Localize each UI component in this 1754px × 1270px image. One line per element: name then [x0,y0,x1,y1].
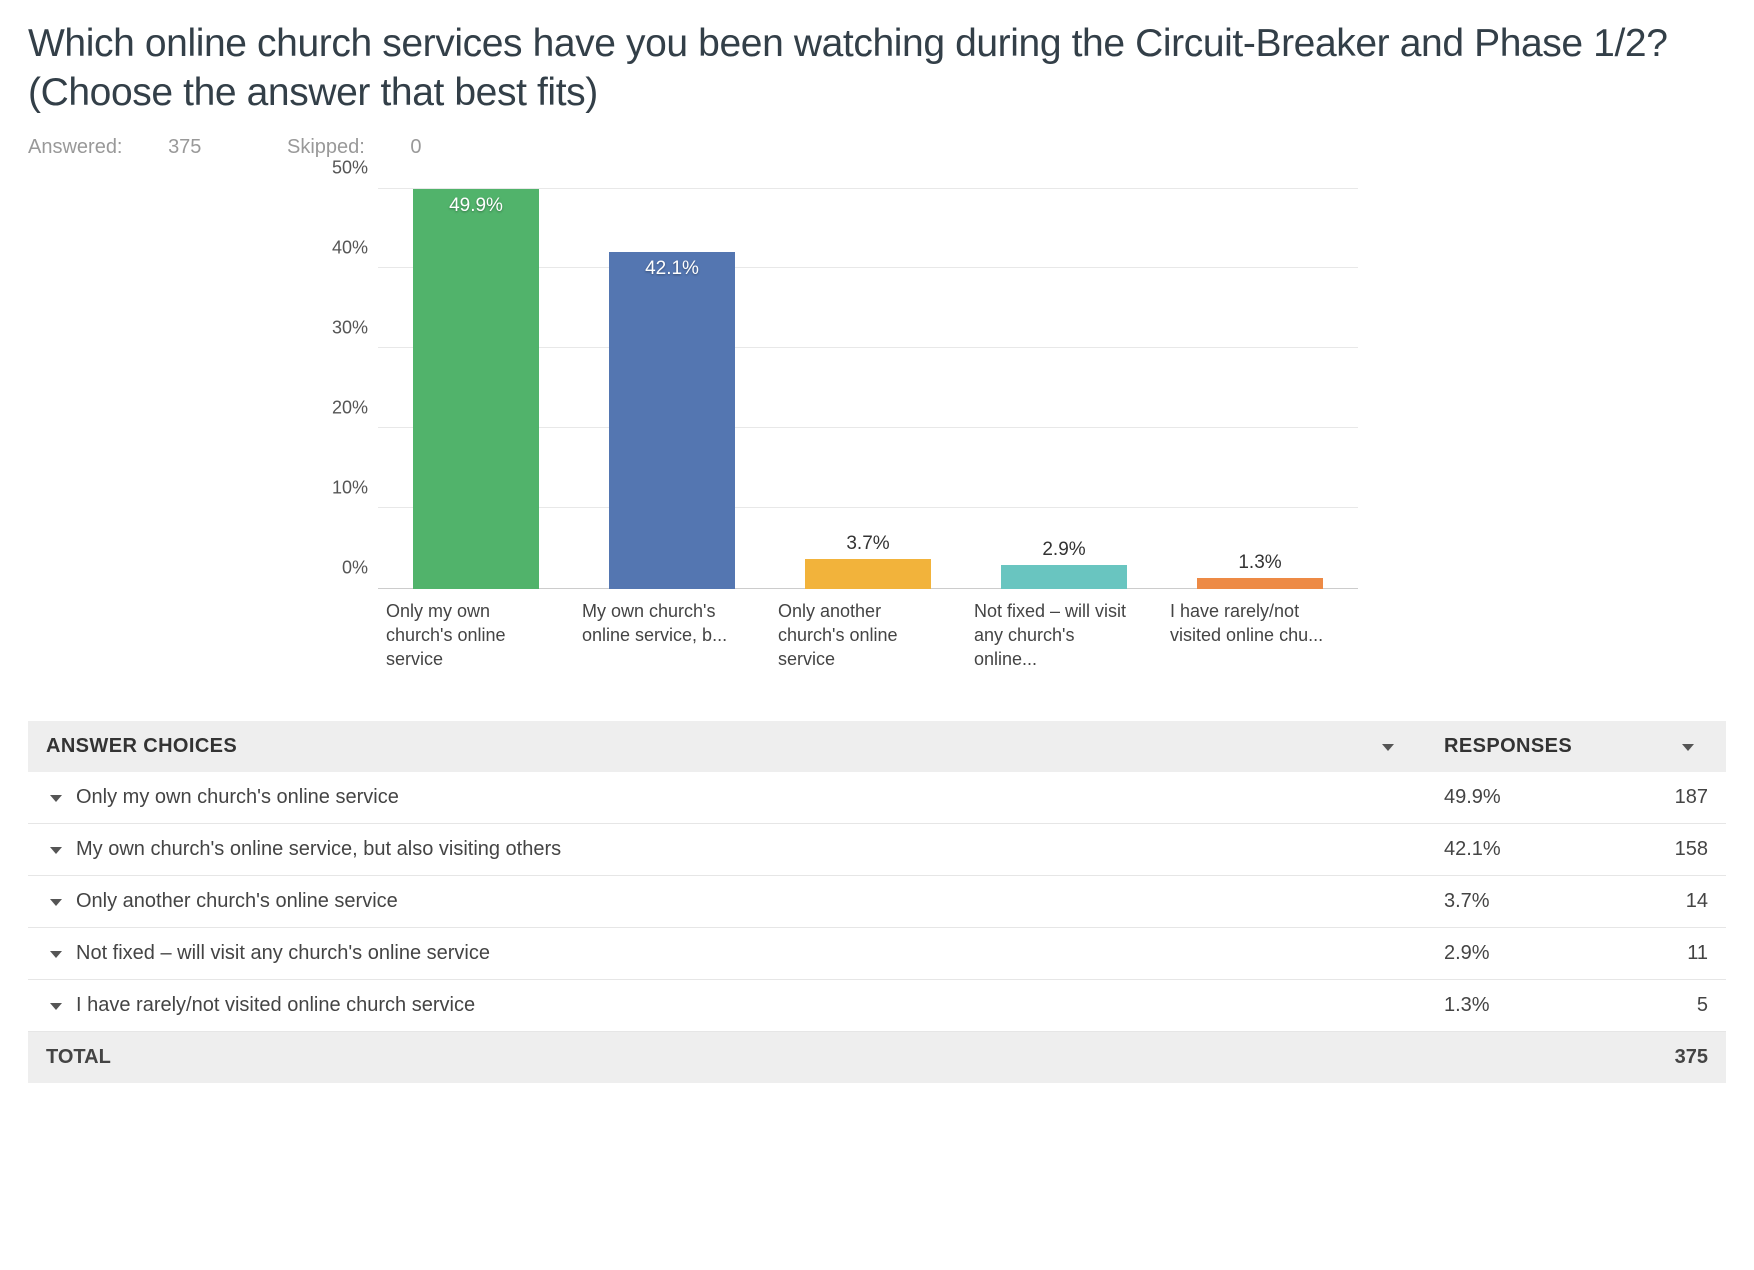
bar-slot: 2.9% [966,189,1162,589]
caret-down-icon [1682,744,1694,751]
bar-value-label: 49.9% [449,195,503,217]
x-axis-label: Not fixed – will visit any church's onli… [966,589,1162,672]
y-tick-label: 30% [308,317,368,338]
col-header-choices[interactable]: ANSWER CHOICES [28,721,1426,772]
table-row: Not fixed – will visit any church's onli… [28,928,1726,980]
choice-cell[interactable]: Only another church's online service [28,876,1426,928]
bar[interactable]: 2.9% [1001,565,1126,588]
choice-cell[interactable]: Only my own church's online service [28,772,1426,824]
count-cell: 5 [1596,980,1726,1032]
col-header-responses[interactable]: RESPONSES [1426,721,1726,772]
table-row: I have rarely/not visited online church … [28,980,1726,1032]
pct-cell: 1.3% [1426,980,1596,1032]
y-tick-label: 50% [308,157,368,178]
table-row: Only another church's online service 3.7%… [28,876,1726,928]
x-axis-label: Only another church's online service [770,589,966,672]
question-title: Which online church services have you be… [28,20,1726,118]
choice-label: Only my own church's online service [76,786,399,808]
choice-cell[interactable]: My own church's online service, but also… [28,824,1426,876]
caret-down-icon [1382,744,1394,751]
y-tick-label: 10% [308,477,368,498]
bar-slot: 3.7% [770,189,966,589]
choice-label: Not fixed – will visit any church's onli… [76,942,490,964]
answered-label: Answered: [28,136,123,158]
x-axis-label: I have rarely/not visited online chu... [1162,589,1358,672]
caret-down-icon [50,899,62,906]
bar-slot: 1.3% [1162,189,1358,589]
results-table: ANSWER CHOICES RESPONSES Only my own chu… [28,721,1726,1083]
count-cell: 11 [1596,928,1726,980]
choice-cell[interactable]: Not fixed – will visit any church's onli… [28,928,1426,980]
count-cell: 187 [1596,772,1726,824]
skipped-label: Skipped: [287,136,365,158]
y-tick-label: 20% [308,397,368,418]
bar-slot: 42.1% [574,189,770,589]
caret-down-icon [50,795,62,802]
pct-cell: 3.7% [1426,876,1596,928]
answered-count: 375 [168,136,201,158]
bar-value-label: 2.9% [1042,539,1085,561]
response-meta: Answered: 375 Skipped: 0 [28,136,1726,159]
bar-value-label: 3.7% [846,533,889,555]
count-cell: 158 [1596,824,1726,876]
total-label: TOTAL [28,1032,1426,1084]
y-tick-label: 40% [308,237,368,258]
pct-cell: 2.9% [1426,928,1596,980]
bar[interactable]: 1.3% [1197,578,1322,588]
choice-label: I have rarely/not visited online church … [76,994,475,1016]
table-row: My own church's online service, but also… [28,824,1726,876]
choice-label: Only another church's online service [76,890,398,912]
caret-down-icon [50,1003,62,1010]
x-axis-label: My own church's online service, b... [574,589,770,672]
choice-cell[interactable]: I have rarely/not visited online church … [28,980,1426,1032]
bar[interactable]: 3.7% [805,559,930,589]
caret-down-icon [50,847,62,854]
y-tick-label: 0% [308,557,368,578]
choice-label: My own church's online service, but also… [76,838,561,860]
table-row: Only my own church's online service 49.9%… [28,772,1726,824]
pct-cell: 49.9% [1426,772,1596,824]
bar-value-label: 42.1% [645,258,699,280]
skipped-count: 0 [410,136,421,158]
total-value: 375 [1596,1032,1726,1084]
bar[interactable]: 49.9% [413,189,538,588]
count-cell: 14 [1596,876,1726,928]
caret-down-icon [50,951,62,958]
total-row: TOTAL 375 [28,1032,1726,1084]
bar-value-label: 1.3% [1238,552,1281,574]
pct-cell: 42.1% [1426,824,1596,876]
x-axis-label: Only my own church's online service [378,589,574,672]
bar-slot: 49.9% [378,189,574,589]
bar[interactable]: 42.1% [609,252,734,589]
bar-chart: 49.9%42.1%3.7%2.9%1.3% 0%10%20%30%40%50%… [308,189,1358,672]
